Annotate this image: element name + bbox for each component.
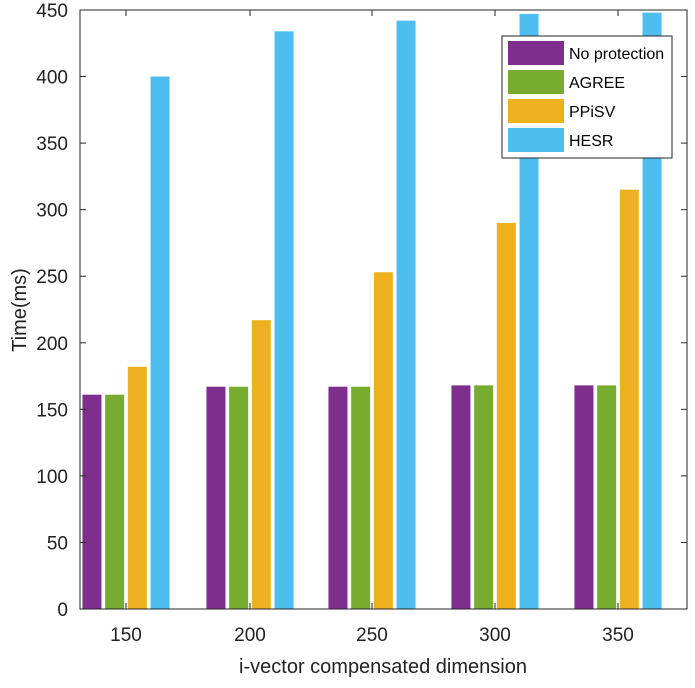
y-tick-label: 300 <box>36 201 68 222</box>
bar-hesr-150 <box>150 76 170 609</box>
bar-no-protection-250 <box>328 386 348 609</box>
y-axis-label: Time(ms) <box>9 268 31 352</box>
bar-no-protection-300 <box>451 385 471 609</box>
bar-ppisv-300 <box>496 222 516 610</box>
x-tick-label: 200 <box>234 625 266 646</box>
bar-hesr-250 <box>396 20 416 609</box>
bar-ppisv-200 <box>251 320 271 609</box>
legend-swatch-no-protection <box>508 41 564 65</box>
bar-agree-300 <box>474 385 494 609</box>
legend-label-ppisv: PPiSV <box>569 104 616 121</box>
legend-label-no-protection: No protection <box>569 46 664 63</box>
bar-agree-350 <box>597 385 617 609</box>
bar-hesr-350 <box>642 12 662 610</box>
bar-hesr-200 <box>274 31 294 610</box>
x-axis-label: i-vector compensated dimension <box>239 656 527 678</box>
y-tick-label: 350 <box>36 134 68 155</box>
bar-agree-200 <box>229 386 249 609</box>
bar-ppisv-150 <box>127 366 147 609</box>
y-tick-label: 450 <box>36 1 68 22</box>
y-axis: 0 50 100 150 200 250 300 350 400 450 <box>36 1 687 621</box>
legend-swatch-hesr <box>508 128 564 152</box>
x-axis: 150 200 250 300 350 <box>110 10 634 646</box>
y-tick-label: 50 <box>47 533 68 554</box>
y-tick-label: 150 <box>36 400 68 421</box>
x-tick-label: 250 <box>356 625 388 646</box>
bar-no-protection-150 <box>82 394 102 609</box>
bar-agree-250 <box>351 386 371 609</box>
x-tick-label: 350 <box>602 625 634 646</box>
bar-no-protection-350 <box>574 385 594 609</box>
bar-ppisv-350 <box>619 189 639 609</box>
x-tick-label: 300 <box>479 625 511 646</box>
y-tick-label: 400 <box>36 68 68 89</box>
plot-frame <box>79 9 688 610</box>
bar-agree-150 <box>105 394 125 609</box>
legend-label-hesr: HESR <box>569 133 613 150</box>
y-tick-label: 100 <box>36 467 68 488</box>
bars-group <box>82 12 662 610</box>
bar-hesr-300 <box>519 13 539 610</box>
y-tick-label: 200 <box>36 334 68 355</box>
bar-no-protection-200 <box>206 386 226 609</box>
bar-ppisv-250 <box>373 272 393 609</box>
legend: No protection AGREE PPiSV HESR <box>501 35 673 159</box>
x-tick-label: 150 <box>110 625 142 646</box>
y-tick-label: 250 <box>36 267 68 288</box>
legend-swatch-agree <box>508 70 564 94</box>
legend-label-agree: AGREE <box>569 75 625 92</box>
legend-swatch-ppisv <box>508 99 564 123</box>
y-tick-label: 0 <box>57 600 68 621</box>
